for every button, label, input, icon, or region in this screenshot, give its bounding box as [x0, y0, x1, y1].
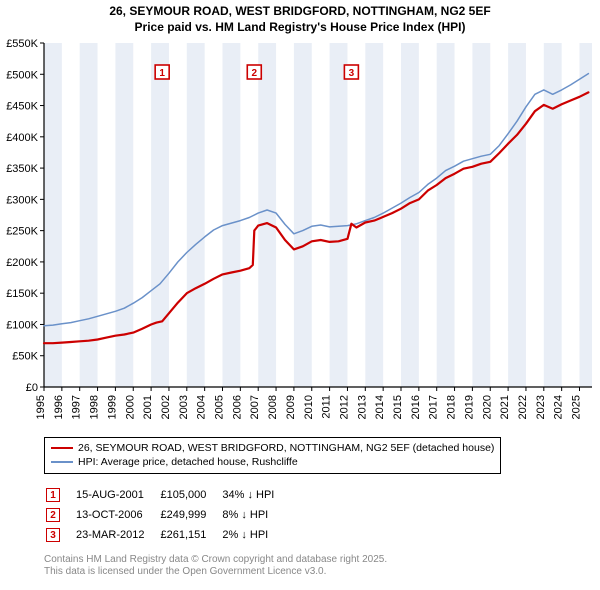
sale-diff: 2% ↓ HPI: [222, 526, 288, 544]
table-row: 3 23-MAR-2012£261,1512% ↓ HPI: [46, 526, 288, 544]
sale-date: 23-MAR-2012: [76, 526, 158, 544]
legend: 26, SEYMOUR ROAD, WEST BRIDGFORD, NOTTIN…: [44, 437, 501, 473]
svg-text:2015: 2015: [392, 395, 404, 419]
svg-text:2020: 2020: [481, 395, 493, 419]
svg-text:£450K: £450K: [6, 101, 38, 113]
svg-text:2003: 2003: [178, 395, 190, 419]
svg-text:2006: 2006: [231, 395, 243, 419]
svg-text:£550K: £550K: [6, 38, 38, 50]
sale-diff: 34% ↓ HPI: [222, 486, 288, 504]
svg-text:1995: 1995: [35, 395, 47, 419]
sale-date: 13-OCT-2006: [76, 506, 158, 524]
sale-price: £261,151: [160, 526, 220, 544]
chart-container: £0 £50K £100K £150K £200K £250K £300K £350K £400…: [0, 35, 600, 435]
legend-row: HPI: Average price, detached house, Rush…: [51, 455, 494, 469]
svg-text:2004: 2004: [196, 395, 208, 419]
svg-text:2022: 2022: [517, 395, 529, 419]
svg-text:2023: 2023: [535, 395, 547, 419]
sale-marker: 2: [46, 508, 60, 522]
chart-titles: 26, SEYMOUR ROAD, WEST BRIDGFORD, NOTTIN…: [0, 0, 600, 35]
svg-text:£350K: £350K: [6, 163, 38, 175]
svg-text:£200K: £200K: [6, 257, 38, 269]
svg-text:1: 1: [159, 68, 165, 79]
svg-text:2024: 2024: [553, 395, 565, 419]
title-address: 26, SEYMOUR ROAD, WEST BRIDGFORD, NOTTIN…: [0, 4, 600, 20]
sale-marker-cell: 1: [46, 486, 74, 504]
svg-text:2010: 2010: [303, 395, 315, 419]
svg-text:2002: 2002: [160, 395, 172, 419]
legend-row: 26, SEYMOUR ROAD, WEST BRIDGFORD, NOTTIN…: [51, 441, 494, 455]
svg-text:1998: 1998: [89, 395, 101, 419]
legend-swatch: [51, 461, 73, 463]
sale-marker-cell: 2: [46, 506, 74, 524]
sale-price: £249,999: [160, 506, 220, 524]
title-subtitle: Price paid vs. HM Land Registry's House …: [0, 20, 600, 36]
svg-text:£100K: £100K: [6, 320, 38, 332]
sale-price: £105,000: [160, 486, 220, 504]
legend-label: 26, SEYMOUR ROAD, WEST BRIDGFORD, NOTTIN…: [78, 441, 494, 455]
svg-text:2: 2: [251, 68, 257, 79]
svg-text:£400K: £400K: [6, 132, 38, 144]
svg-text:2013: 2013: [356, 395, 368, 419]
sale-marker: 1: [46, 488, 60, 502]
table-row: 1 15-AUG-2001£105,00034% ↓ HPI: [46, 486, 288, 504]
legend-swatch: [51, 447, 73, 449]
footer-line: Contains HM Land Registry data © Crown c…: [44, 554, 600, 567]
sale-marker-cell: 3: [46, 526, 74, 544]
svg-text:2019: 2019: [463, 395, 475, 419]
svg-text:2016: 2016: [410, 395, 422, 419]
sale-date: 15-AUG-2001: [76, 486, 158, 504]
svg-text:1996: 1996: [53, 395, 65, 419]
footer-line: This data is licensed under the Open Gov…: [44, 566, 600, 579]
svg-text:3: 3: [349, 68, 355, 79]
table-row: 2 13-OCT-2006£249,9998% ↓ HPI: [46, 506, 288, 524]
svg-text:2018: 2018: [446, 395, 458, 419]
svg-text:2011: 2011: [321, 395, 333, 419]
svg-text:2012: 2012: [338, 395, 350, 419]
sales-table: 1 15-AUG-2001£105,00034% ↓ HPI 2 13-OCT-200…: [44, 484, 290, 546]
svg-text:2008: 2008: [267, 395, 279, 419]
line-chart: £0 £50K £100K £150K £200K £250K £300K £350K £400…: [0, 35, 600, 435]
svg-text:£500K: £500K: [6, 69, 38, 81]
svg-text:2001: 2001: [142, 395, 154, 419]
svg-text:2005: 2005: [214, 395, 226, 419]
sale-marker: 3: [46, 528, 60, 542]
svg-text:2014: 2014: [374, 395, 386, 419]
attribution-footer: Contains HM Land Registry data © Crown c…: [44, 554, 600, 579]
svg-text:£0: £0: [26, 382, 38, 394]
svg-text:2017: 2017: [428, 395, 440, 419]
svg-text:1999: 1999: [106, 395, 118, 419]
svg-text:£50K: £50K: [12, 351, 38, 363]
svg-text:1997: 1997: [71, 395, 83, 419]
svg-text:£250K: £250K: [6, 226, 38, 238]
svg-text:2021: 2021: [499, 395, 511, 419]
svg-text:2007: 2007: [249, 395, 261, 419]
svg-text:£150K: £150K: [6, 288, 38, 300]
svg-text:2000: 2000: [124, 395, 136, 419]
sale-diff: 8% ↓ HPI: [222, 506, 288, 524]
legend-label: HPI: Average price, detached house, Rush…: [78, 455, 298, 469]
svg-text:£300K: £300K: [6, 195, 38, 207]
svg-text:2009: 2009: [285, 395, 297, 419]
svg-text:2025: 2025: [571, 395, 583, 419]
